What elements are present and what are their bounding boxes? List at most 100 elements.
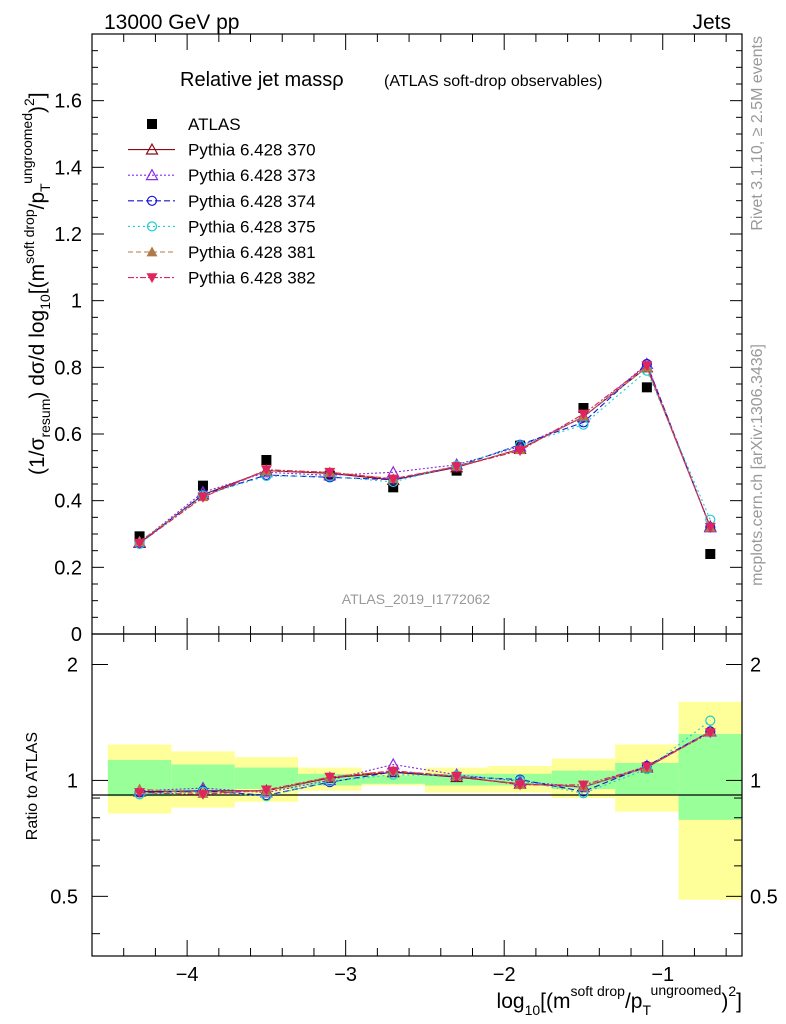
mcplots-label: mcplots.cern.ch [arXiv:1306.3436]: [749, 344, 766, 586]
main-title: Relative jet massρ: [180, 69, 344, 91]
legend-label: Pythia 6.428 373: [188, 166, 316, 185]
ratio-point: [197, 789, 209, 800]
data-point: [514, 446, 526, 457]
main-y-axis-title: (1/σresum) dσ/d log10[(msoft drop/pTungr…: [19, 92, 53, 475]
legend-item-data: ATLAS: [147, 115, 241, 134]
ratio-point: [324, 772, 336, 783]
data-point: [134, 538, 146, 549]
ratio-line-p373: [139, 731, 711, 794]
data-point: [704, 522, 716, 533]
data-point: [260, 465, 272, 476]
legend-item-p373: Pythia 6.428 373: [128, 166, 316, 185]
legend-label: Pythia 6.428 374: [188, 192, 316, 211]
ratio-point: [704, 728, 716, 739]
legend-item-p370: Pythia 6.428 370: [128, 141, 316, 160]
y-tick-label: 1.2: [54, 224, 82, 246]
legend-label: Pythia 6.428 382: [188, 269, 316, 288]
series-p381: [134, 361, 716, 546]
legend-item-p381: Pythia 6.428 381: [128, 243, 316, 262]
ratio-y-axis-title: Ratio to ATLAS: [24, 732, 41, 840]
ratio-series-p382: [134, 728, 716, 800]
y-tick-label: 0.2: [54, 557, 82, 579]
data-point: [451, 462, 463, 473]
main-subtitle: (ATLAS soft-drop observables): [384, 73, 602, 90]
ratio-point: [451, 771, 463, 782]
x-tick-label: −2: [493, 964, 516, 986]
legend-label: Pythia 6.428 381: [188, 243, 316, 262]
energy-label: 13000 GeV pp: [104, 11, 239, 34]
rivet-label: Rivet 3.1.10, ≥ 2.5M events: [749, 36, 766, 231]
main-x-axis-ticks: [91, 34, 727, 634]
x-tick-label: −4: [176, 964, 199, 986]
svg-text:log10[(msoft drop/pTungroomed): log10[(msoft drop/pTungroomed)2]: [497, 982, 742, 1018]
ratio-line-p370: [139, 731, 711, 793]
legend: ATLAS Pythia 6.428 370 Pythia 6.428 373 Pyt…: [128, 115, 316, 288]
ratio-point: [260, 785, 272, 796]
data-point: [705, 549, 716, 559]
ratio-line-p374: [139, 731, 711, 796]
series-p382: [134, 361, 716, 549]
data-point: [324, 467, 336, 478]
ratio-plot-frame: [91, 633, 743, 957]
y-tick-label: 0: [71, 624, 82, 646]
series-line-p373: [139, 363, 711, 543]
legend-marker: [146, 273, 158, 284]
category-label: Jets: [692, 11, 731, 34]
main-plot-panel: 0 0.2 0.4 0.6 0.8 1 1.2 1.4 1.6 Relative jet mas…: [19, 33, 743, 646]
legend-marker: [146, 246, 158, 257]
series-line-p375: [139, 369, 711, 545]
ratio-point: [134, 788, 146, 799]
series-p374: [134, 358, 716, 549]
x-tick-label: −3: [334, 964, 357, 986]
y-tick-label: 1: [71, 291, 82, 313]
ratio-y-tick-label-right: 1: [750, 770, 761, 792]
legend-marker: [145, 142, 159, 155]
ratio-point: [514, 780, 526, 791]
data-point: [388, 482, 399, 493]
ratio-plot-panel: 0.5 0.5 1 1 2 2 −4 −3 −2 −1 Ratio to ATLAS log10…: [24, 633, 778, 1018]
band-inner: [234, 767, 299, 789]
legend-item-p382: Pythia 6.428 382: [128, 269, 316, 288]
ratio-y-tick-label-right: 0.5: [750, 886, 778, 908]
ratio-uncertainty-bands: [107, 701, 742, 900]
ratio-y-tick-label-right: 2: [750, 654, 761, 676]
legend-marker: [145, 168, 159, 181]
ratio-point: [641, 762, 653, 773]
x-tick-label: −1: [651, 964, 674, 986]
legend-label: Pythia 6.428 370: [188, 141, 316, 160]
svg-text:(1/σresum) dσ/d log10[(msoft d: (1/σresum) dσ/d log10[(msoft drop/pTungr…: [19, 92, 53, 475]
legend-marker: [147, 119, 157, 129]
series-line-p382: [139, 364, 711, 544]
watermark-label: ATLAS_2019_I1772062: [342, 591, 491, 607]
ratio-y-axis: 0.5 0.5 1 1 2 2: [50, 654, 778, 935]
ratio-y-tick-label: 1: [67, 770, 78, 792]
legend-label: ATLAS: [188, 115, 241, 134]
y-tick-label: 1.4: [54, 157, 82, 179]
legend-label: Pythia 6.428 375: [188, 217, 316, 236]
y-tick-label: 0.8: [54, 357, 82, 379]
ratio-point: [705, 715, 716, 726]
series-line-p370: [139, 366, 711, 544]
data-point: [261, 455, 272, 465]
ratio-point: [577, 780, 589, 791]
ratio-x-axis: −4 −3 −2 −1: [91, 634, 727, 986]
ratio-y-tick-label: 0.5: [50, 886, 78, 908]
main-y-axis: 0 0.2 0.4 0.6 0.8 1 1.2 1.4 1.6: [54, 33, 742, 646]
series-line-p381: [139, 366, 711, 542]
legend-item-p375: Pythia 6.428 375: [128, 217, 316, 236]
series-data: [134, 382, 716, 559]
data-point: [578, 403, 589, 413]
series-line-p374: [139, 363, 711, 544]
band-inner: [171, 764, 235, 793]
main-plot-marks: [133, 357, 717, 559]
data-point: [577, 409, 589, 420]
data-point: [387, 474, 399, 485]
legend-marker: [146, 221, 158, 232]
data-point: [641, 382, 652, 393]
y-tick-label: 0.6: [54, 424, 82, 446]
legend-marker: [146, 195, 158, 206]
series-p370: [133, 360, 717, 549]
x-axis-title: log10[(msoft drop/pTungroomed)2]: [497, 982, 742, 1018]
y-tick-label: 0.4: [54, 491, 82, 513]
